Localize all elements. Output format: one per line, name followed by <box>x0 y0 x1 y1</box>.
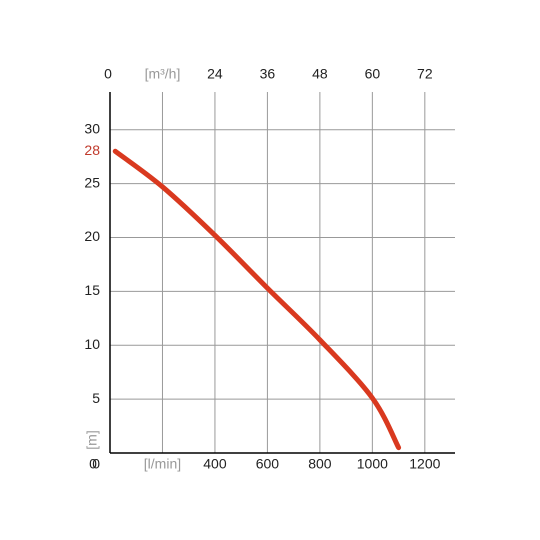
curve <box>112 148 402 451</box>
y-tick-label: 30 <box>84 120 100 136</box>
x2-tick-label: 72 <box>417 66 433 82</box>
x2-tick-label: 24 <box>207 66 223 82</box>
y-tick-label: 5 <box>92 390 100 406</box>
x-tick-label: 0 <box>89 456 97 472</box>
x2-tick-label: 0 <box>104 66 112 82</box>
annotation: 28 <box>84 142 100 158</box>
x2-tick-label: 60 <box>365 66 381 82</box>
x2-tick-label: [m³/h] <box>145 66 181 82</box>
x2-tick-label: 36 <box>260 66 276 82</box>
y-tick-label: 15 <box>84 282 100 298</box>
x-tick-label: [l/min] <box>144 456 181 472</box>
y-tick-label: 20 <box>84 228 100 244</box>
y-axis-label: [m] <box>84 430 100 449</box>
x-tick-label: 600 <box>256 456 280 472</box>
x-tick-label: 400 <box>203 456 227 472</box>
x-tick-label: 1000 <box>357 456 388 472</box>
x2-tick-label: 48 <box>312 66 328 82</box>
x-tick-label: 800 <box>308 456 332 472</box>
y-tick-label: 0 <box>92 456 100 472</box>
x-tick-label: 1200 <box>409 456 440 472</box>
y-tick-label: 25 <box>84 174 100 190</box>
y-tick-label: 10 <box>84 336 100 352</box>
